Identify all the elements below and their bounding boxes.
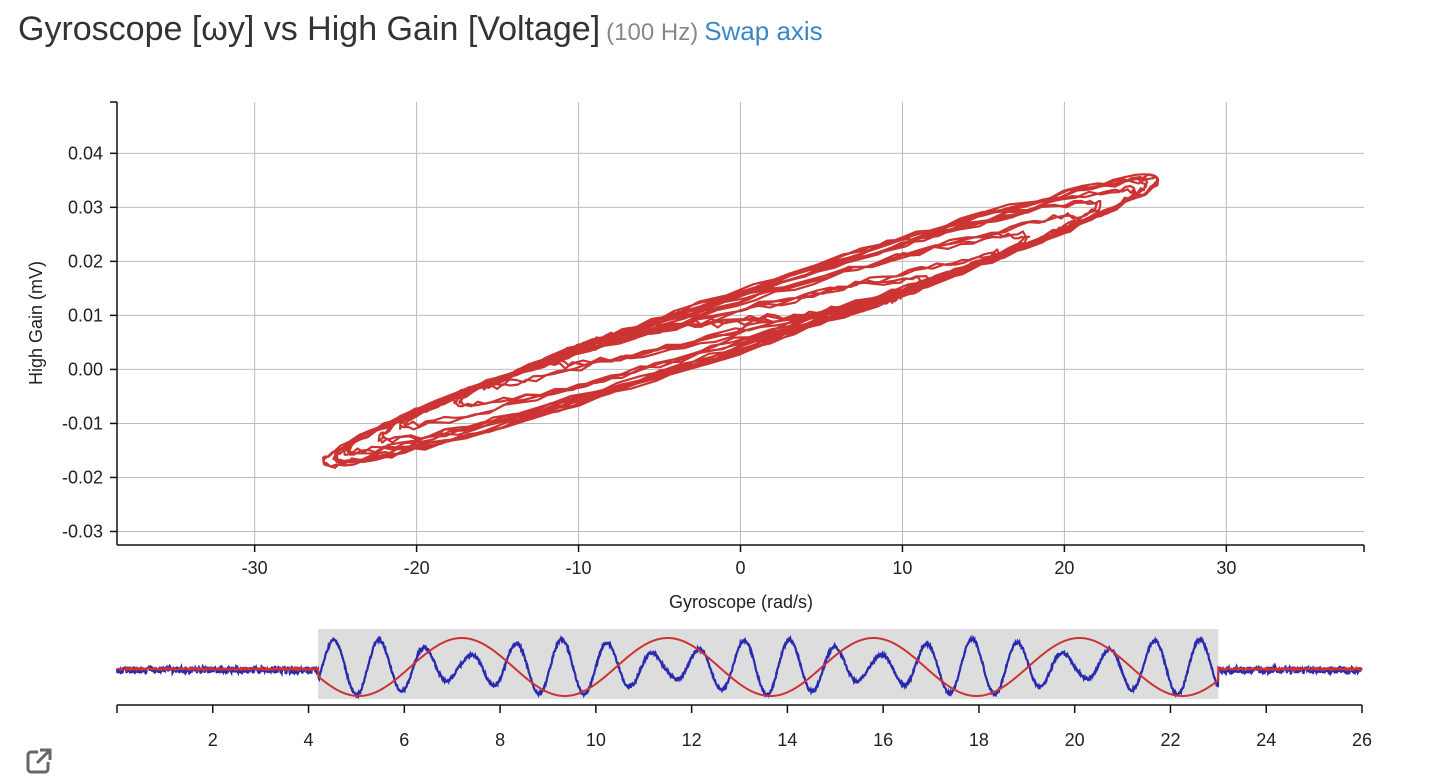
external-link-glyph bbox=[26, 748, 52, 774]
overview-tick-label: 20 bbox=[1065, 730, 1085, 750]
overview-oscillation-line bbox=[115, 634, 1363, 700]
x-tick-label: -20 bbox=[404, 558, 430, 578]
y-tick-label: -0.02 bbox=[62, 467, 103, 487]
chart-header: Gyroscope [ωy] vs High Gain [Voltage] (10… bbox=[18, 10, 823, 49]
y-tick-label: 0.00 bbox=[68, 359, 103, 379]
x-tick-label: 10 bbox=[892, 558, 912, 578]
sample-rate-label: (100 Hz) bbox=[606, 19, 699, 46]
overview-tick-label: 2 bbox=[208, 730, 218, 750]
y-tick-label: -0.03 bbox=[62, 521, 103, 541]
overview-tick-label: 24 bbox=[1256, 730, 1276, 750]
series-line bbox=[322, 173, 1160, 469]
swap-axis-link[interactable]: Swap axis bbox=[704, 16, 823, 46]
x-tick-label: -10 bbox=[566, 558, 592, 578]
y-tick-label: 0.04 bbox=[68, 143, 103, 163]
y-tick-label: 0.01 bbox=[68, 305, 103, 325]
overview-tick-label: 4 bbox=[304, 730, 314, 750]
time-overview[interactable]: 2 4 6 8 10 12 14 16 18 20 22 24 26 bbox=[115, 629, 1372, 750]
x-tick-label: 20 bbox=[1054, 558, 1074, 578]
x-tick-label: 0 bbox=[735, 558, 745, 578]
external-link-icon[interactable] bbox=[24, 746, 54, 776]
x-axis-label: Gyroscope (rad/s) bbox=[669, 592, 813, 612]
overview-tick-label: 10 bbox=[586, 730, 606, 750]
overview-envelope-line bbox=[116, 637, 1363, 697]
overview-tick-label: 12 bbox=[682, 730, 702, 750]
overview-tick-label: 8 bbox=[495, 730, 505, 750]
main-axes bbox=[110, 101, 1365, 552]
y-tick-label: -0.01 bbox=[62, 413, 103, 433]
overview-tick-label: 14 bbox=[777, 730, 797, 750]
overview-tick-label: 6 bbox=[399, 730, 409, 750]
overview-tick-label: 18 bbox=[969, 730, 989, 750]
main-ticks: -30 -20 -10 0 10 20 30 0.04 0.03 0.02 0.01 0.00 -0.0… bbox=[62, 143, 1236, 578]
x-tick-label: -30 bbox=[242, 558, 268, 578]
chart-title: Gyroscope [ωy] vs High Gain [Voltage] bbox=[18, 10, 601, 48]
y-axis-label: High Gain (mV) bbox=[26, 261, 46, 385]
main-series bbox=[322, 173, 1160, 469]
y-tick-label: 0.02 bbox=[68, 251, 103, 271]
y-tick-label: 0.03 bbox=[68, 197, 103, 217]
overview-tick-label: 22 bbox=[1160, 730, 1180, 750]
overview-tick-label: 26 bbox=[1352, 730, 1372, 750]
overview-tick-label: 16 bbox=[873, 730, 893, 750]
x-tick-label: 30 bbox=[1216, 558, 1236, 578]
